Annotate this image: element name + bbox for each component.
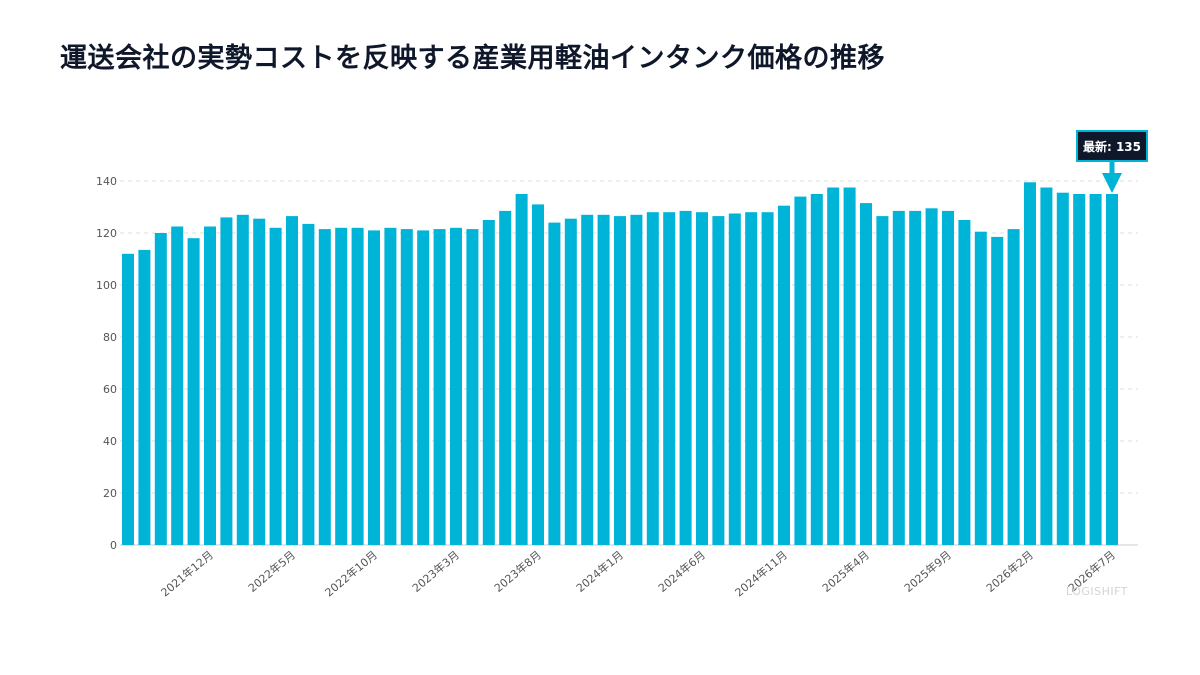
bar xyxy=(548,222,561,545)
bar xyxy=(843,187,856,545)
bar xyxy=(712,216,725,545)
bar xyxy=(171,226,184,545)
chart-title: 運送会社の実勢コストを反映する産業用軽油インタンク価格の推移 xyxy=(60,43,885,74)
latest-arrow-stem xyxy=(1109,162,1115,174)
y-tick-label: 80 xyxy=(103,331,117,344)
x-tick-label: 2025年9月 xyxy=(901,548,954,595)
bar xyxy=(220,217,233,545)
bar xyxy=(1089,194,1102,545)
bar xyxy=(860,203,872,545)
bar xyxy=(417,230,430,545)
bar xyxy=(1073,194,1086,545)
bar xyxy=(1106,194,1118,545)
bar xyxy=(696,212,708,545)
x-tick-label: 2025年4月 xyxy=(819,548,872,595)
bar xyxy=(646,212,659,545)
bar xyxy=(597,214,610,546)
x-tick-label: 2023年8月 xyxy=(491,548,544,595)
latest-label-text: 最新: 135 xyxy=(1083,139,1141,154)
bar xyxy=(679,210,692,545)
axis-layer: 0 20 40 60 80 100 120 140 2021年12月 2022年5月 2022年10… xyxy=(96,175,1128,599)
bar xyxy=(1007,229,1020,545)
x-tick-label: 2024年6月 xyxy=(655,548,708,595)
x-tick-label: 2024年1月 xyxy=(573,548,626,595)
bar xyxy=(728,213,741,545)
y-tick-label: 100 xyxy=(96,279,117,292)
x-tick-label: 2023年3月 xyxy=(409,548,462,595)
bar xyxy=(302,223,315,545)
bar xyxy=(400,229,413,545)
x-tick-label: 2022年5月 xyxy=(245,548,298,595)
bar xyxy=(581,214,594,546)
bar xyxy=(810,194,823,545)
bar xyxy=(204,226,216,545)
y-tick-label: 120 xyxy=(96,227,117,240)
latest-label-box xyxy=(1076,130,1148,162)
latest-arrow-head xyxy=(1102,173,1122,193)
y-tick-label: 0 xyxy=(110,539,117,552)
bar xyxy=(122,253,134,546)
bar xyxy=(335,227,348,546)
bar xyxy=(1024,182,1036,546)
bar xyxy=(482,220,495,545)
watermark-text: LOGISHIFT xyxy=(1066,585,1128,598)
bar xyxy=(794,196,807,545)
bar xyxy=(827,187,840,545)
y-tick-label: 20 xyxy=(103,487,117,500)
bar xyxy=(761,212,774,545)
y-tick-label: 60 xyxy=(103,383,117,396)
bar xyxy=(892,210,905,545)
bar xyxy=(351,227,364,546)
bar xyxy=(532,204,544,545)
bar xyxy=(942,210,954,545)
bar xyxy=(1056,192,1069,545)
bar xyxy=(974,231,987,545)
bar xyxy=(876,216,889,545)
bars-layer xyxy=(122,182,1118,546)
bar xyxy=(187,238,200,545)
bar xyxy=(384,227,397,546)
bar xyxy=(909,210,922,545)
bar xyxy=(925,208,938,546)
bar xyxy=(663,212,676,545)
x-tick-label: 2021年12月 xyxy=(158,548,216,600)
bar xyxy=(745,212,758,545)
bar xyxy=(138,249,151,545)
x-tick-label: 2026年2月 xyxy=(983,548,1036,595)
bar xyxy=(236,214,249,546)
bar xyxy=(286,216,298,545)
bar xyxy=(433,229,446,545)
bar xyxy=(253,218,266,545)
bar xyxy=(499,210,512,545)
bar xyxy=(778,205,790,545)
y-tick-label: 140 xyxy=(96,175,117,188)
bar xyxy=(1040,187,1053,545)
bar xyxy=(515,194,528,545)
bar xyxy=(958,220,971,545)
bar xyxy=(154,233,167,545)
x-tick-label: 2022年10月 xyxy=(322,548,380,600)
bar xyxy=(564,218,577,545)
bar xyxy=(368,230,380,545)
bar xyxy=(450,227,462,546)
latest-annotation: 最新: 135 xyxy=(1076,130,1148,193)
bar xyxy=(614,216,626,545)
bar xyxy=(318,229,331,545)
bar xyxy=(630,214,643,546)
bar xyxy=(466,229,479,545)
bar xyxy=(991,236,1004,545)
bar xyxy=(269,227,282,546)
x-tick-label: 2024年11月 xyxy=(732,548,790,600)
y-tick-label: 40 xyxy=(103,435,117,448)
